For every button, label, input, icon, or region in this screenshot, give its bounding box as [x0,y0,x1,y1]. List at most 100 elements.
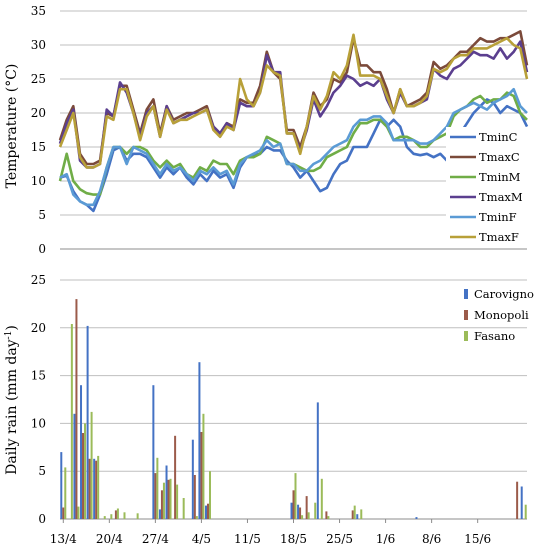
rain-bar-Fasano [182,498,185,519]
rain-bar-Monopoli [88,458,91,519]
rain-bar-Monopoli [292,490,295,519]
rain-bar-Fasano [162,482,165,519]
rain-bar-Monopoli [62,507,65,519]
rain-x-tick-label: 15/6 [464,532,491,546]
legend-label-TminF: TminF [479,210,517,224]
rain-bar-Fasano [301,515,304,519]
rain-bar-Monopoli [82,433,85,519]
legend-label-TmaxC: TmaxC [479,150,520,164]
rain-bar-Carovigno [165,465,168,519]
rain-bar-Monopoli [299,507,302,519]
rain-bar-Carovigno [356,514,359,519]
rain-bar-Monopoli [516,481,519,519]
temperature-y-tick-label: 30 [31,38,46,52]
rain-x-tick-label: 11/5 [234,532,261,546]
rain-bar-Carovigno [60,452,63,519]
rain-bar-Fasano [202,413,205,519]
rain-bar-Monopoli [174,435,177,519]
temperature-chart: 0 5 10 15 20 25 30 35 TminC TmaxC TminM TmaxM TminF… [4,4,529,256]
rain-chart: 0 5 10 15 20 25 13/4 20/4 27/4 4/5 11/5 18/5 25/5 1/… [4,273,534,546]
rain-x-tick-label: 1/6 [376,532,395,546]
rain-y-tick-label: 10 [31,416,46,430]
rain-x-tick-label: 8/6 [422,532,441,546]
rain-y-tick-label: 0 [38,512,46,526]
rain-bar-Monopoli [206,503,209,519]
rain-bar-Monopoli [351,510,354,519]
rain-bar-Fasano [327,516,330,519]
temperature-legend-box [446,127,528,247]
rain-bar-Fasano [524,504,527,519]
rain-bar-Carovigno [93,458,96,519]
rain-legend-label-Monopoli: Monopoli [474,308,529,322]
rain-legend-label-Carovigno: Carovigno [474,287,534,301]
temperature-y-tick-label: 0 [38,242,46,256]
rain-bar-Fasano [320,478,323,519]
temperature-y-tick-label: 5 [38,208,46,222]
rain-y-ticks: 0 5 10 15 20 25 [31,273,46,526]
rain-bar-Monopoli [167,479,170,519]
series-line-TmaxF [58,33,529,169]
rain-bar-Carovigno [158,509,161,519]
rain-bar-Monopoli [75,299,78,519]
rain-bar-Carovigno [152,385,155,519]
rain-x-tick-label: 18/5 [280,532,307,546]
rain-bar-Fasano [169,478,172,519]
rain-bar-Carovigno [316,402,319,519]
rain-bar-Carovigno [290,502,293,519]
temperature-y-ticks: 0 5 10 15 20 25 30 35 [31,4,46,256]
rain-y-axis-label-end: ) [4,325,20,330]
rain-bar-Fasano [123,512,126,519]
rain-bar-Carovigno [73,413,76,519]
rain-bar-Fasano [208,471,211,519]
rain-y-tick-label: 5 [38,464,46,478]
rain-x-tick-label: 20/4 [96,532,123,546]
temperature-y-tick-label: 25 [31,72,46,86]
rain-y-axis-label-main: Daily rain (mm day [4,339,20,475]
rain-bar-Fasano [176,484,179,519]
rain-bar-Monopoli [114,510,117,519]
rain-bar-Fasano [294,473,297,519]
legend-label-TminM: TminM [479,170,521,184]
rain-bar-Monopoli [154,473,157,519]
rain-legend: Carovigno Monopoli Fasano [464,287,534,343]
rain-bar-Fasano [353,505,356,519]
rain-bar-Fasano [307,512,310,519]
legend-label-TmaxF: TmaxF [479,230,519,244]
rain-bar-Monopoli [95,460,98,519]
legend-label-TminC: TminC [479,130,518,144]
rain-x-ticks: 13/4 20/4 27/4 4/5 11/5 18/5 25/5 1/6 8/6 15/6 [50,519,491,546]
rain-bar-Carovigno [415,517,418,519]
rain-bar-Carovigno [204,505,207,519]
rain-bar-Fasano [70,324,73,519]
rain-y-axis-label: Daily rain (mm day-1) [4,325,20,475]
rain-bar-Fasano [314,502,317,519]
temperature-y-tick-label: 15 [31,140,46,154]
rain-bar-Carovigno [520,486,523,519]
rain-legend-swatch-Fasano [464,331,468,341]
temperature-lines [58,30,529,213]
rain-bar-Fasano [77,506,80,519]
series-line-TminF [59,87,528,207]
rain-x-tick-label: 4/5 [192,532,211,546]
rain-x-tick-label: 27/4 [142,532,169,546]
rain-y-tick-label: 25 [31,273,46,287]
rain-bar-Carovigno [86,325,89,519]
rain-y-tick-label: 20 [31,321,46,335]
rain-bars [60,299,527,519]
rain-bar-Carovigno [198,362,201,519]
rain-bar-Fasano [116,508,119,519]
rain-bar-Carovigno [80,385,83,519]
rain-bar-Monopoli [160,490,163,519]
rain-bar-Fasano [64,467,67,519]
rain-legend-swatch-Monopoli [464,310,468,320]
temperature-y-tick-label: 35 [31,4,46,18]
temperature-y-tick-label: 20 [31,106,46,120]
temperature-y-axis-label: Temperature (°C) [4,64,20,189]
rain-bar-Fasano [136,513,139,519]
rain-legend-label-Fasano: Fasano [474,329,515,343]
temperature-y-tick-label: 10 [31,174,46,188]
rain-bar-Fasano [360,509,363,519]
temperature-legend: TminC TmaxC TminM TmaxM TminF TmaxF [446,127,528,247]
rain-bar-Monopoli [200,432,203,519]
